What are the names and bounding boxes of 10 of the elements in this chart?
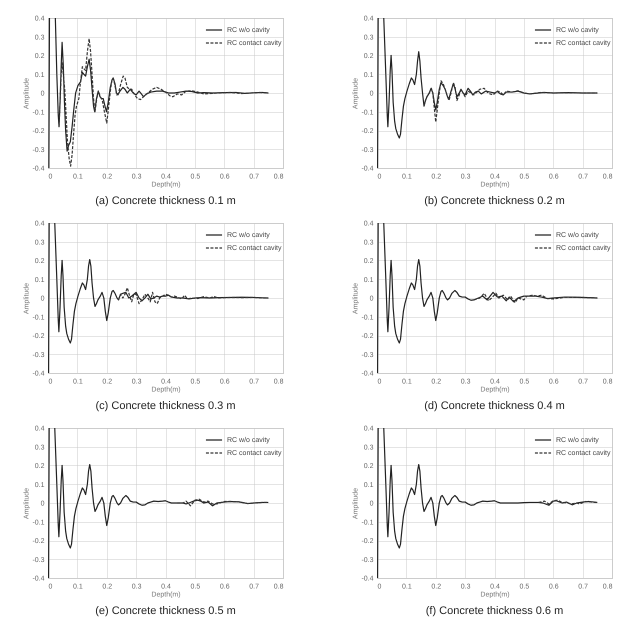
text: (c) Concrete thickness 0.3 m — [96, 400, 236, 412]
line-series — [118, 287, 269, 304]
text: (f) Concrete thickness 0.6 m — [426, 605, 564, 617]
line-series — [473, 292, 598, 304]
line-series — [423, 80, 598, 123]
text: (b) Concrete thickness 0.2 m — [424, 195, 565, 207]
text: (e) Concrete thickness 0.5 m — [95, 605, 236, 617]
text: (a) Concrete thickness 0.1 m — [95, 195, 236, 207]
text: (d) Concrete thickness 0.4 m — [424, 400, 565, 412]
line-series — [176, 498, 269, 506]
